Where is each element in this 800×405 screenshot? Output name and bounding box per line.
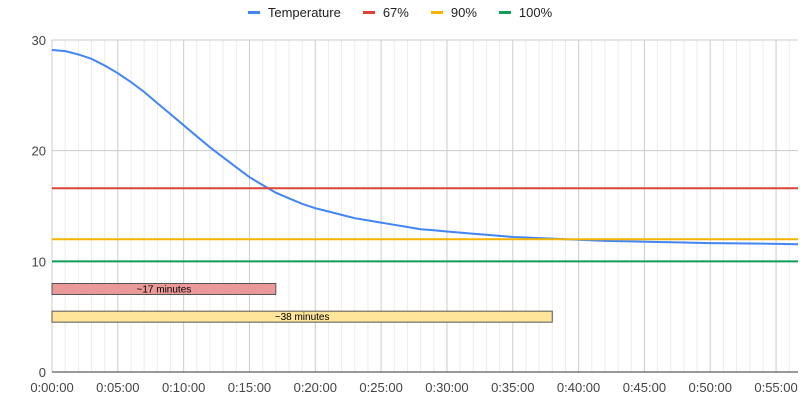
x-tick-label: 0:00:00 [30,380,73,395]
annotation-label: ~17 minutes [137,285,192,296]
legend-item: 100% [498,2,553,22]
x-tick-label: 0:20:00 [294,380,337,395]
series-line-temperature [51,49,799,246]
y-tick-label: 20 [32,144,46,159]
x-tick-label: 0:10:00 [162,380,205,395]
x-tick-label: 0:35:00 [491,380,534,395]
legend-item: 67% [362,2,409,22]
x-tick-label: 0:15:00 [228,380,271,395]
x-tick-label: 0:05:00 [96,380,139,395]
y-tick-label: 30 [32,33,46,48]
legend-swatch [498,10,511,14]
x-tick-label: 0:40:00 [557,380,600,395]
x-tick-label: 0:30:00 [425,380,468,395]
x-tick-label: 0:45:00 [623,380,666,395]
legend-label: 90% [450,4,477,20]
x-tick-label: 0:55:00 [754,380,797,395]
x-tick-label: 0:50:00 [689,380,732,395]
legend-swatch [430,10,443,14]
legend-label: 100% [518,4,553,20]
y-tick-label: 0 [39,365,46,380]
legend-item: Temperature [247,2,341,22]
x-tick-label: 0:25:00 [359,380,402,395]
legend-item: 90% [430,2,477,22]
annotation-bar [51,283,277,295]
legend-label: 67% [382,4,409,20]
y-tick-label: 10 [32,254,46,269]
legend-swatch [362,10,375,14]
annotation-bar [51,310,553,323]
chart-legend: Temperature 67% 90% 100% [0,2,800,22]
legend-label: Temperature [267,4,341,20]
annotation-label: ~38 minutes [275,312,330,323]
legend-swatch [247,10,260,14]
